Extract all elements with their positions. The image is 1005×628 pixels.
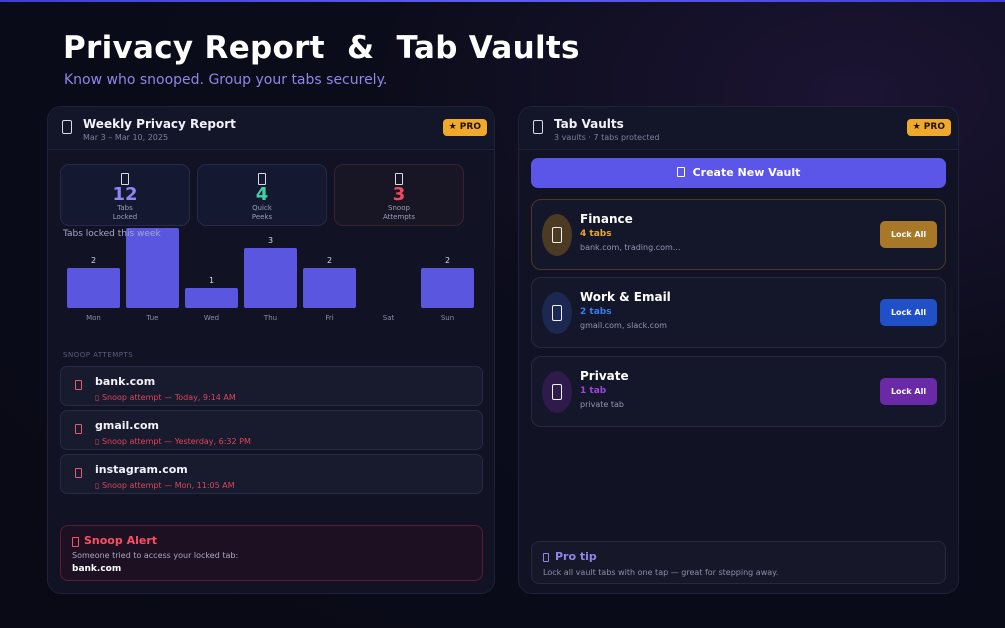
vault-count: 1 tab (580, 386, 607, 396)
chart-tick-label: Sun (441, 314, 454, 322)
incognito-icon (552, 384, 562, 400)
snoop-item[interactable]: instagram.com ▯ Snoop attempt — Mon, 11:… (60, 454, 483, 494)
alert-title: Snoop Alert (84, 534, 157, 547)
vault-name: Finance (580, 212, 633, 226)
vaults-header: Tab Vaults 3 vaults · 7 tabs protected ★… (519, 107, 958, 150)
chart-bar-tue (126, 228, 179, 308)
alert-text: Someone tried to access your locked tab: (72, 551, 239, 560)
chart-tick-label: Sat (383, 314, 395, 322)
warning-icon (75, 380, 82, 390)
privacy-report-panel: Weekly Privacy Report Mar 3 – Mar 10, 20… (47, 106, 495, 594)
snoop-time: ▯ Snoop attempt — Mon, 11:05 AM (95, 481, 235, 490)
stat-label: Snoop (388, 204, 410, 212)
tab-vaults-panel: Tab Vaults 3 vaults · 7 tabs protected ★… (518, 106, 959, 594)
vault-avatar (542, 292, 572, 334)
chart-data-label: 1 (209, 276, 214, 285)
stat-label: Tabs (117, 204, 133, 212)
vault-avatar (542, 371, 572, 413)
stat-tabs-locked: 12 Tabs Locked (60, 164, 190, 226)
lock-icon (121, 173, 129, 185)
stat-label: Locked (112, 213, 138, 221)
snoop-section-heading: SNOOP ATTEMPTS (63, 351, 134, 359)
vault-card-finance[interactable]: Finance 4 tabs bank.com, trading.com... … (531, 199, 946, 270)
lock-icon (676, 167, 685, 177)
alert-site: bank.com (72, 564, 122, 574)
tip-title: Pro tip (555, 550, 597, 563)
snoop-alert[interactable]: Snoop Alert Someone tried to access your… (60, 525, 483, 581)
report-icon (62, 120, 72, 134)
vault-icon (533, 120, 543, 134)
chart-tick-label: Fri (325, 314, 333, 322)
vault-count: 2 tabs (580, 307, 612, 317)
lock-all-button[interactable]: Lock All (880, 221, 937, 248)
chart-bar-sun (421, 268, 474, 308)
alert-icon (72, 537, 79, 547)
chart-title: Tabs locked this week (63, 229, 161, 239)
stat-value: 4 (255, 184, 269, 205)
alert-icon (395, 173, 403, 185)
lightbulb-icon (543, 553, 549, 562)
snoop-site: gmail.com (95, 419, 160, 432)
chart-tick-label: Mon (86, 314, 101, 322)
vault-card-work-email[interactable]: Work & Email 2 tabs gmail.com, slack.com… (531, 277, 946, 348)
stat-quick-peeks: 4 Quick Peeks (197, 164, 327, 226)
report-date-range: Mar 3 – Mar 10, 2025 (83, 133, 169, 142)
chart-tick-label: Thu (263, 314, 277, 322)
bank-icon (552, 227, 562, 243)
create-vault-label: Create New Vault (692, 166, 801, 179)
vault-name: Work & Email (580, 290, 671, 304)
chart-data-label: 2 (327, 256, 332, 265)
pro-tip: Pro tip Lock all vault tabs with one tap… (531, 541, 946, 584)
pro-badge[interactable]: ★ PRO (906, 119, 951, 136)
warning-icon (75, 424, 82, 434)
vault-sites: gmail.com, slack.com (580, 321, 667, 330)
vaults-subtitle: 3 vaults · 7 tabs protected (554, 133, 660, 142)
chart-data-label: 3 (268, 236, 273, 245)
chart-bar-thu (244, 248, 297, 308)
report-header: Weekly Privacy Report Mar 3 – Mar 10, 20… (48, 107, 494, 150)
create-vault-button[interactable]: Create New Vault (531, 158, 946, 188)
snoop-site: instagram.com (95, 463, 188, 476)
vault-name: Private (580, 369, 629, 383)
chart-tick-label: Tue (146, 314, 159, 322)
weekly-bar-chart: 2Mon4Tue1Wed3Thu2FriSat2Sun (67, 228, 474, 322)
vault-sites: bank.com, trading.com... (580, 243, 681, 252)
snoop-time: ▯ Snoop attempt — Today, 9:14 AM (95, 393, 236, 402)
lock-all-button[interactable]: Lock All (880, 299, 937, 326)
snoop-time: ▯ Snoop attempt — Yesterday, 6:32 PM (95, 437, 251, 446)
vault-sites: private tab (580, 400, 624, 409)
snoop-item[interactable]: gmail.com ▯ Snoop attempt — Yesterday, 6… (60, 410, 483, 450)
vault-avatar (542, 214, 572, 256)
stat-label: Peeks (251, 213, 273, 221)
stat-snoop-attempts: 3 Snoop Attempts (334, 164, 464, 226)
chart-bar-fri (303, 268, 356, 308)
chart-bar-mon (67, 268, 120, 308)
vault-count: 4 tabs (580, 229, 612, 239)
eye-icon (258, 173, 266, 185)
report-title: Weekly Privacy Report (83, 117, 236, 131)
stat-value: 12 (112, 184, 138, 205)
chart-data-label: 2 (91, 256, 96, 265)
briefcase-icon (552, 305, 562, 321)
chart-bar-wed (185, 288, 238, 308)
snoop-item[interactable]: bank.com ▯ Snoop attempt — Today, 9:14 A… (60, 366, 483, 406)
stat-value: 3 (392, 184, 406, 205)
page-subtitle: Know who snooped. Group your tabs secure… (64, 72, 388, 88)
stat-label: Attempts (382, 213, 416, 221)
chart-data-label: 2 (445, 256, 450, 265)
warning-icon (75, 468, 82, 478)
vaults-title: Tab Vaults (554, 117, 624, 131)
top-accent-line (0, 0, 1005, 2)
lock-all-button[interactable]: Lock All (880, 378, 937, 405)
pro-badge[interactable]: ★ PRO (442, 119, 487, 136)
vault-card-private[interactable]: Private 1 tab private tab Lock All (531, 356, 946, 427)
chart-tick-label: Wed (204, 314, 219, 322)
stat-label: Quick (252, 204, 272, 212)
snoop-site: bank.com (95, 375, 156, 388)
page-title: Privacy Report & Tab Vaults (63, 30, 580, 66)
tip-text: Lock all vault tabs with one tap — great… (543, 568, 779, 577)
